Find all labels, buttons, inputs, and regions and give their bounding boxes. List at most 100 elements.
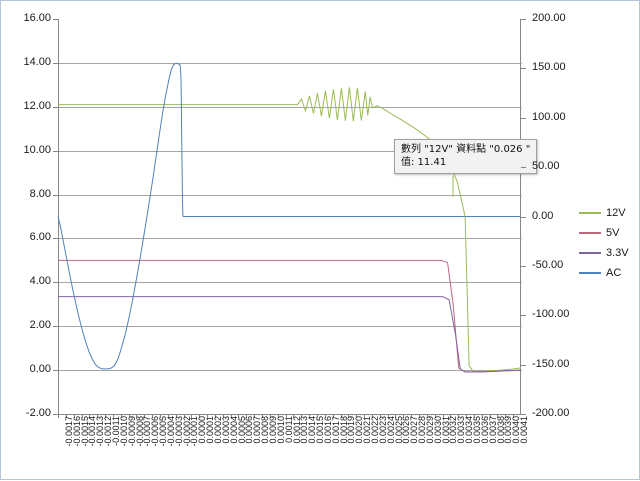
y-axis-right-tick-label: -200.00	[532, 407, 570, 419]
datapoint-tooltip: 數列 "12V" 資料點 "0.026 " 值: 11.41	[394, 139, 538, 174]
x-axis-tick	[207, 414, 209, 418]
y-axis-left-tick	[53, 62, 58, 64]
x-axis-tick	[513, 414, 515, 418]
x-axis-tick	[214, 414, 216, 418]
x-axis-tick	[262, 414, 264, 418]
x-axis-tick	[65, 414, 67, 418]
y-axis-left-tick-label: 2.00	[29, 319, 51, 332]
y-axis-right-tick	[521, 19, 526, 20]
legend-item-5V[interactable]: 5V	[579, 223, 639, 243]
legend-label: AC	[606, 267, 622, 279]
x-axis-tick	[411, 414, 413, 418]
y-axis-left-tick-label: 10.00	[23, 143, 51, 156]
y-axis-right-tick	[521, 265, 526, 267]
y-axis-right-tick	[521, 414, 526, 415]
x-axis-tick	[458, 414, 460, 418]
x-axis-tick	[481, 414, 483, 418]
x-axis-tick	[450, 414, 452, 418]
y-axis-left-tick	[53, 150, 58, 152]
x-axis-tick	[246, 414, 248, 418]
legend-swatch-icon	[579, 212, 601, 214]
legend-label: 3.3V	[606, 247, 629, 259]
y-axis-left-tick-label: 6.00	[29, 231, 51, 244]
y-axis-left-tick-label: 14.00	[23, 55, 51, 68]
gridline	[59, 238, 522, 240]
x-axis-tick	[434, 414, 436, 418]
y-axis-right-tick	[521, 167, 526, 169]
x-axis-tick	[426, 414, 428, 418]
y-axis-left-tick-label: 4.00	[29, 275, 51, 288]
y-axis-right-tick-label: -50.00	[532, 258, 564, 271]
x-axis-tick	[152, 414, 154, 418]
y-axis-left-tick	[53, 414, 58, 415]
x-axis-tick	[340, 414, 342, 418]
x-axis-tick	[348, 414, 350, 418]
legend-label: 12V	[606, 207, 626, 219]
y-axis-left-tick	[53, 238, 58, 240]
x-axis-tick	[144, 414, 146, 418]
y-axis-left-tick-label: 12.00	[23, 99, 51, 112]
y-axis-left-tick	[53, 282, 58, 284]
x-axis-tick	[269, 414, 271, 418]
x-axis-tick	[395, 414, 397, 418]
x-axis-tick	[403, 414, 405, 418]
legend-swatch-icon	[579, 232, 601, 234]
x-axis-tick	[356, 414, 358, 418]
x-axis-labels: -0.0017 -0.0016 -0.0015 -0.0014 -0.0013 -0.00…	[58, 416, 529, 476]
x-axis-tick	[136, 414, 138, 418]
x-axis-tick	[58, 414, 59, 418]
x-axis-tick-label: 0.0041	[519, 416, 530, 444]
x-axis-tick	[191, 414, 193, 418]
legend-item-3-3V[interactable]: 3.3V	[579, 243, 639, 263]
x-axis-tick	[222, 414, 224, 418]
gridline	[59, 282, 522, 284]
x-axis-tick	[285, 414, 287, 418]
y-axis-left-tick	[53, 370, 58, 372]
x-axis-tick	[316, 414, 318, 418]
x-axis-tick	[473, 414, 475, 418]
series-line-3-3V	[58, 296, 522, 373]
x-axis-tick	[81, 414, 83, 418]
gridline	[59, 194, 522, 196]
x-axis-tick	[238, 414, 240, 418]
x-axis-tick	[324, 414, 326, 418]
x-axis-tick	[199, 414, 201, 418]
x-axis-tick	[466, 414, 468, 418]
x-axis-tick	[160, 414, 162, 418]
x-axis-tick	[364, 414, 366, 418]
series-line-5V	[58, 259, 522, 373]
x-axis-tick	[505, 414, 507, 418]
chart-legend[interactable]: 12V 5V 3.3V AC	[579, 203, 639, 283]
x-axis-tick	[332, 414, 334, 418]
y-axis-right-tick-label: 200.00	[532, 12, 566, 24]
x-axis-tick	[418, 414, 420, 418]
gridline	[59, 414, 522, 415]
x-axis-tick	[301, 414, 303, 418]
x-axis-tick	[167, 414, 169, 418]
y-axis-right-tick-label: 0.00	[532, 209, 554, 222]
y-axis-left-tick-label: -2.00	[25, 407, 51, 419]
y-axis-right-tick-label: 50.00	[532, 160, 560, 173]
legend-item-AC[interactable]: AC	[579, 263, 639, 283]
x-axis-tick	[230, 414, 232, 418]
x-axis-tick	[379, 414, 381, 418]
x-axis-tick	[497, 414, 499, 418]
x-axis-tick	[309, 414, 311, 418]
gridline	[59, 150, 522, 152]
legend-item-12V[interactable]: 12V	[579, 203, 639, 223]
y-axis-right-tick	[521, 216, 526, 218]
x-axis-tick	[128, 414, 130, 418]
y-axis-right-tick	[521, 315, 526, 317]
y-axis-right-tick-label: -150.00	[532, 357, 570, 370]
series-line-12V	[58, 87, 522, 372]
gridline	[59, 62, 522, 64]
y-axis-right-tick	[521, 117, 526, 119]
x-axis-tick	[120, 414, 122, 418]
y-axis-right-tick-label: 100.00	[532, 110, 566, 123]
legend-swatch-icon	[579, 272, 601, 274]
x-axis-tick	[89, 414, 91, 418]
y-axis-right-tick-label: -100.00	[532, 308, 570, 321]
series-line-AC	[57, 62, 521, 370]
x-axis-tick	[175, 414, 177, 418]
